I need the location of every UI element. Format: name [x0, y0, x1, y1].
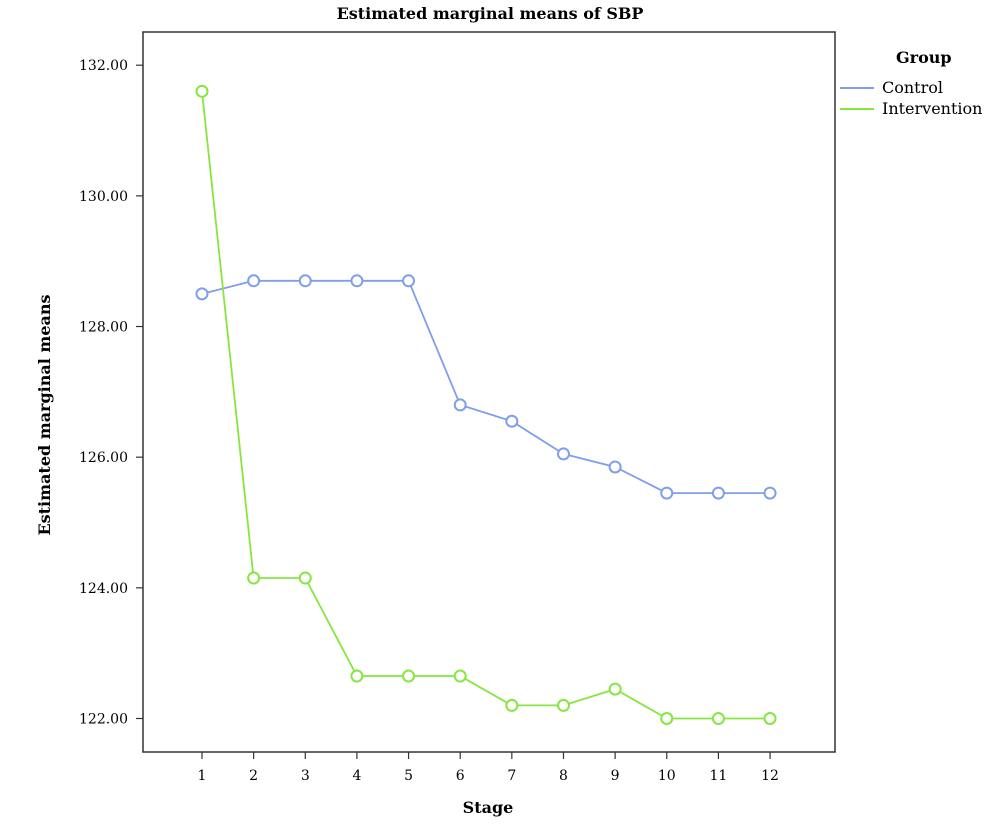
- data-point-intervention: [195, 84, 209, 98]
- series-line-intervention: [201, 91, 770, 720]
- x-tick-label: 3: [301, 768, 310, 784]
- legend-label: Intervention: [882, 99, 982, 118]
- y-axis: 122.00 124.00 126.00 128.00 130.00 132.00: [79, 58, 143, 728]
- data-point-control: [763, 486, 777, 500]
- plot-frame: [142, 31, 836, 753]
- data-point-control: [195, 287, 209, 301]
- x-axis-title: Stage: [463, 798, 514, 817]
- data-point-intervention: [711, 712, 725, 725]
- x-tick-label: 7: [507, 768, 516, 784]
- data-point-intervention: [763, 712, 777, 725]
- data-point-intervention: [505, 698, 519, 712]
- data-point-control: [711, 486, 725, 500]
- data-point-control: [350, 274, 364, 288]
- data-point-control: [608, 460, 622, 474]
- y-tick-label: 122.00: [79, 712, 128, 728]
- data-point-intervention: [453, 669, 467, 683]
- data-point-intervention: [350, 669, 364, 683]
- data-point-control: [298, 274, 312, 288]
- y-tick-label: 130.00: [79, 189, 128, 205]
- data-point-intervention: [247, 571, 261, 585]
- data-point-control: [556, 447, 570, 461]
- x-tick-label: 4: [352, 768, 361, 784]
- x-tick-label: 5: [404, 768, 413, 784]
- x-tick-label: 2: [249, 768, 258, 784]
- x-tick-label: 6: [456, 768, 465, 784]
- y-tick-label: 128.00: [79, 320, 128, 336]
- y-axis-title: Estimated marginal means: [35, 294, 54, 535]
- y-tick-label: 132.00: [79, 58, 128, 74]
- x-tick-label: 11: [709, 768, 727, 784]
- x-tick-label: 10: [658, 768, 676, 784]
- data-point-intervention: [402, 669, 416, 683]
- data-point-control: [247, 274, 261, 288]
- x-axis: 1 2 3 4 5 6 7 8 9 10 11 12: [198, 752, 779, 784]
- x-tick-label: 8: [559, 768, 568, 784]
- x-tick-label: 9: [611, 768, 620, 784]
- x-tick-label: 1: [198, 768, 207, 784]
- chart-title: Estimated marginal means of SBP: [337, 4, 644, 23]
- legend-title: Group: [896, 48, 952, 67]
- data-point-intervention: [660, 712, 674, 725]
- data-point-control: [505, 414, 519, 428]
- data-point-intervention: [608, 682, 622, 696]
- series-line-control: [201, 279, 770, 495]
- data-point-intervention: [556, 698, 570, 712]
- x-tick-label: 12: [761, 768, 779, 784]
- data-point-control: [402, 274, 416, 288]
- y-tick-label: 126.00: [79, 450, 128, 466]
- series-layer: [195, 84, 777, 725]
- y-tick-label: 124.00: [79, 581, 128, 597]
- data-point-intervention: [298, 571, 312, 585]
- data-point-control: [453, 398, 467, 412]
- data-point-control: [660, 486, 674, 500]
- legend: Group Control Intervention: [840, 48, 982, 118]
- legend-label: Control: [882, 78, 943, 97]
